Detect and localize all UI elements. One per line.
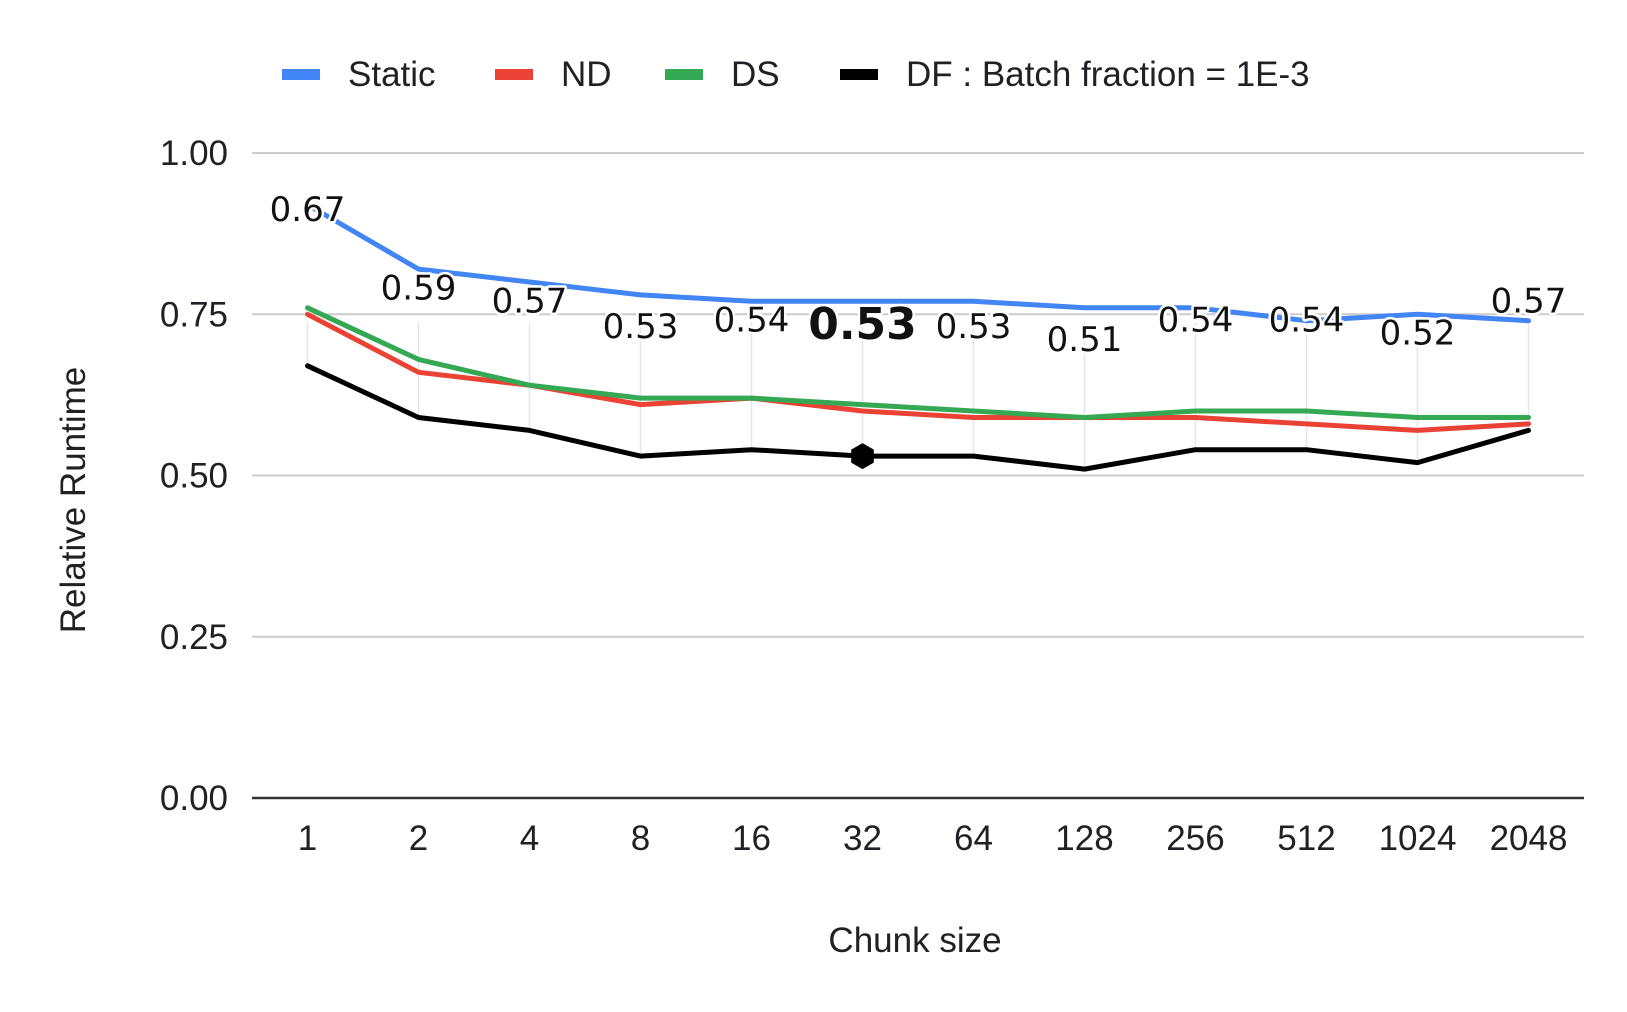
markers [851, 443, 874, 470]
y-tick-label: 0.50 [160, 457, 228, 496]
data-label: 0.52 [1380, 314, 1456, 354]
legend: Static ND DS DF : Batch fraction = 1E-3 [282, 55, 1310, 94]
x-tick-label: 16 [732, 819, 771, 858]
data-label: 0.54 [1158, 301, 1234, 341]
data-label: 0.53 [936, 307, 1012, 347]
series-lines [305, 202, 1531, 472]
y-axis-title: Relative Runtime [54, 367, 93, 634]
series-line-static [305, 202, 1531, 324]
y-tick-label: 0.75 [160, 295, 228, 334]
y-tick-label: 1.00 [160, 134, 228, 173]
data-label: 0.51 [1047, 320, 1123, 360]
data-label: 0.59 [381, 268, 457, 308]
x-axis-title: Chunk size [828, 921, 1001, 960]
x-tick-label: 2 [409, 819, 428, 858]
x-tick-label: 128 [1055, 819, 1113, 858]
x-tick-label: 4 [520, 819, 539, 858]
x-tick-label: 1024 [1379, 819, 1457, 858]
legend-swatch [282, 69, 320, 80]
x-tick-label: 32 [843, 819, 882, 858]
data-label: 0.54 [1269, 301, 1345, 341]
data-label: 0.53 [808, 299, 917, 350]
data-label: 0.54 [714, 301, 790, 341]
x-tick-label: 256 [1166, 819, 1224, 858]
highlight-point-marker [851, 443, 874, 470]
x-tick-label: 2048 [1490, 819, 1568, 858]
data-label: 0.57 [1491, 281, 1567, 321]
legend-label: Static [348, 55, 436, 94]
data-labels: 0.67 0.59 0.57 0.53 0.54 0.53 0.53 0.51 0.54 0.54… [267, 187, 1569, 362]
series-line-df [305, 363, 1531, 472]
legend-label: DS [731, 55, 780, 94]
x-tick-label: 64 [954, 819, 993, 858]
data-label: 0.53 [603, 307, 679, 347]
x-tick-label: 512 [1277, 819, 1335, 858]
legend-label: ND [561, 55, 612, 94]
axes: 0.00 0.25 0.50 0.75 1.00 1 2 4 8 16 32 64 128 256 512 1… [160, 134, 1568, 858]
data-label: 0.57 [492, 281, 568, 321]
y-tick-label: 0.00 [160, 779, 228, 818]
x-tick-label: 1 [298, 819, 317, 858]
data-label: 0.67 [270, 190, 346, 230]
x-tick-label: 8 [631, 819, 650, 858]
legend-swatch [665, 69, 703, 80]
legend-label: DF : Batch fraction = 1E-3 [906, 55, 1310, 94]
series-line-ds [305, 305, 1531, 420]
gridlines [252, 152, 1584, 800]
y-tick-label: 0.25 [160, 618, 228, 657]
legend-swatch [495, 69, 533, 80]
legend-swatch [840, 69, 878, 80]
